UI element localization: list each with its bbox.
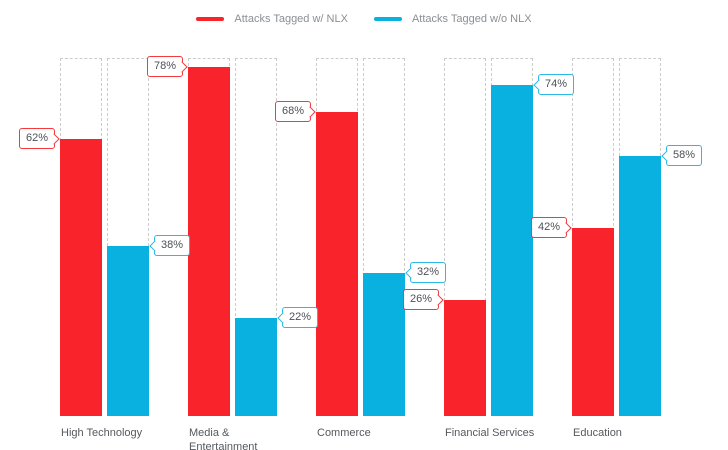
category-label: High Technology (61, 427, 143, 439)
bar-group-education: 42% 58% Education (530, 58, 703, 439)
bar-group-high-technology: 62% 38% High Technology (18, 58, 191, 439)
bar-without-nlx[interactable] (363, 272, 405, 416)
bar-without-nlx[interactable] (619, 156, 661, 416)
pointer-left-icon (533, 78, 545, 91)
pointer-right-icon (48, 132, 60, 145)
pointer-left-icon (405, 266, 417, 279)
data-label-text: 74% (545, 78, 568, 90)
legend-label-without-nlx: Attacks Tagged w/o NLX (411, 13, 532, 25)
pointer-right-icon (176, 60, 188, 73)
data-label-text: 58% (673, 149, 696, 161)
data-label-text: 22% (289, 311, 312, 323)
data-label-text: 78% (153, 60, 176, 72)
plot-area: 62% 38% High Technology 78% 22% Media & (0, 56, 728, 450)
pointer-left-icon (661, 149, 673, 162)
data-label-with-nlx: 78% (146, 56, 188, 77)
bar-with-nlx[interactable] (316, 111, 358, 416)
data-label-without-nlx: 32% (405, 262, 447, 283)
pointer-right-icon (432, 293, 444, 306)
data-label-without-nlx: 58% (661, 145, 703, 166)
bar-with-nlx[interactable] (572, 228, 614, 416)
legend-item-without-nlx[interactable]: Attacks Tagged w/o NLX (373, 13, 532, 25)
data-label-without-nlx: 74% (533, 74, 575, 95)
bar-with-nlx[interactable] (444, 299, 486, 416)
data-label-text: 32% (417, 266, 440, 278)
data-label-with-nlx: 68% (274, 101, 316, 122)
pointer-right-icon (304, 105, 316, 118)
legend: Attacks Tagged w/ NLX Attacks Tagged w/o… (0, 13, 728, 25)
category-label: Financial Services (445, 427, 535, 439)
legend-label-with-nlx: Attacks Tagged w/ NLX (234, 13, 348, 25)
bar-group-media-entertainment: 78% 22% Media & Entertainment (146, 56, 319, 450)
legend-swatch-red-icon (196, 17, 225, 21)
data-label-text: 62% (25, 132, 48, 144)
data-label-with-nlx: 26% (402, 289, 444, 310)
bar-without-nlx[interactable] (491, 84, 533, 416)
bar-without-nlx[interactable] (235, 317, 277, 416)
pointer-right-icon (560, 221, 572, 234)
bar-group-commerce: 68% 32% Commerce (274, 58, 447, 439)
category-label: Education (573, 427, 622, 439)
bar-with-nlx[interactable] (188, 66, 230, 416)
data-label-text: 42% (537, 221, 560, 233)
bar-with-nlx[interactable] (60, 138, 102, 416)
bar-without-nlx[interactable] (107, 245, 149, 416)
data-label-text: 68% (281, 105, 304, 117)
data-label-without-nlx: 22% (277, 307, 319, 328)
category-label: Commerce (317, 427, 371, 439)
data-label-text: 38% (161, 239, 184, 251)
data-label-text: 26% (409, 293, 432, 305)
data-label-with-nlx: 62% (18, 128, 60, 149)
bar-group-financial-services: 26% 74% Financial Services (402, 58, 575, 439)
category-label: Media & Entertainment (189, 427, 258, 450)
data-label-with-nlx: 42% (530, 217, 572, 238)
pointer-left-icon (277, 311, 289, 324)
pointer-left-icon (149, 239, 161, 252)
legend-item-with-nlx[interactable]: Attacks Tagged w/ NLX (196, 13, 348, 25)
data-label-without-nlx: 38% (149, 235, 191, 256)
legend-swatch-blue-icon (373, 17, 402, 21)
